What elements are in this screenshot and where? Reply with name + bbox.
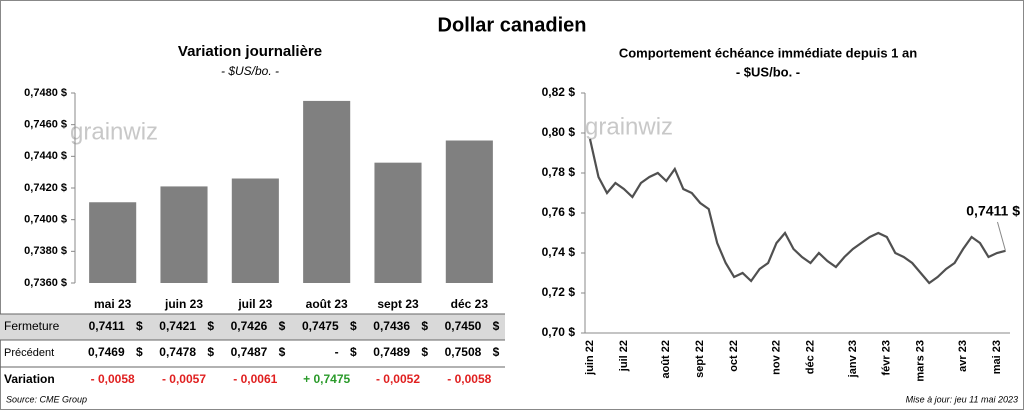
x-tick-label: févr 23 xyxy=(881,340,893,375)
row-label: Précédent xyxy=(4,347,54,359)
x-tick-label: août 22 xyxy=(660,340,672,379)
cell-unit: $ xyxy=(421,345,428,359)
cell-unit: $ xyxy=(279,319,286,333)
cell-unit: $ xyxy=(207,345,214,359)
cell-value: 0,7450 xyxy=(445,319,482,333)
y-tick-label: 0,7400 $ xyxy=(24,214,67,226)
series-line xyxy=(588,138,1006,285)
x-tick-label: août 23 xyxy=(306,297,348,311)
cell-value: - 0,0052 xyxy=(376,372,420,386)
cell-value: 0,7489 xyxy=(373,345,410,359)
x-tick-label: juil 23 xyxy=(237,297,272,311)
x-tick-label: nov 22 xyxy=(770,340,782,375)
x-tick-label: janv 23 xyxy=(847,340,859,378)
cell-unit: $ xyxy=(493,345,500,359)
cell-value: 0,7478 xyxy=(159,345,196,359)
cell-value: 0,7469 xyxy=(88,345,125,359)
bar-title: Variation journalière xyxy=(178,43,322,60)
cell-value: 0,7426 xyxy=(231,319,268,333)
cell-value: 0,7421 xyxy=(159,319,196,333)
cell-unit: $ xyxy=(279,345,286,359)
y-tick-label: 0,74 $ xyxy=(542,245,576,259)
cell-value: + 0,7475 xyxy=(303,372,350,386)
y-tick-label: 0,7420 $ xyxy=(24,182,67,194)
bar xyxy=(445,140,493,283)
row-label: Fermeture xyxy=(4,319,60,333)
x-tick-label: mai 23 xyxy=(94,297,132,311)
cell-unit: $ xyxy=(136,319,143,333)
cell-unit: $ xyxy=(350,345,357,359)
y-tick-label: 0,7360 $ xyxy=(24,277,67,289)
annotation: 0,7411 $ xyxy=(966,203,1020,219)
y-tick-label: 0,72 $ xyxy=(542,285,576,299)
bar-subtitle: - $US/bo. - xyxy=(221,64,279,78)
cell-unit: $ xyxy=(493,319,500,333)
x-tick-label: mai 23 xyxy=(991,340,1003,374)
watermark: grainwiz xyxy=(70,118,158,145)
line-title: Comportement échéance immédiate depuis 1… xyxy=(619,45,917,60)
cell-value: 0,7436 xyxy=(373,319,410,333)
x-tick-label: sept 23 xyxy=(377,297,419,311)
bar xyxy=(89,202,137,283)
cell-value: 0,7487 xyxy=(231,345,268,359)
cell-unit: $ xyxy=(207,319,214,333)
cell-value: 0,7508 xyxy=(445,345,482,359)
y-tick-label: 0,7440 $ xyxy=(24,150,67,162)
x-tick-label: juin 23 xyxy=(164,297,203,311)
x-tick-label: déc 22 xyxy=(804,340,816,374)
bar xyxy=(374,162,422,283)
cell-value: 0,7411 xyxy=(89,319,125,333)
y-tick-label: 0,82 $ xyxy=(542,85,576,99)
y-tick-label: 0,78 $ xyxy=(542,165,576,179)
cell-unit: $ xyxy=(136,345,143,359)
bar xyxy=(231,178,279,283)
y-tick-label: 0,7480 $ xyxy=(24,87,67,99)
line-subtitle: - $US/bo. - xyxy=(736,64,800,79)
row-label: Variation xyxy=(4,372,55,386)
y-tick-label: 0,76 $ xyxy=(542,205,576,219)
cell-value: - 0,0058 xyxy=(91,372,135,386)
page-title: Dollar canadien xyxy=(438,14,587,36)
x-tick-label: avr 23 xyxy=(957,340,969,372)
cell-value: - 0,0061 xyxy=(233,372,277,386)
cell-value: - 0,0058 xyxy=(447,372,491,386)
source: Source: CME Group xyxy=(6,394,87,404)
y-tick-label: 0,80 $ xyxy=(542,125,576,139)
x-tick-label: juil 22 xyxy=(618,340,630,372)
cell-unit: $ xyxy=(421,319,428,333)
x-tick-label: juin 22 xyxy=(584,340,596,376)
row-band xyxy=(0,314,505,340)
y-tick-label: 0,70 $ xyxy=(542,325,576,339)
bar xyxy=(303,100,351,284)
cell-value: - 0,0057 xyxy=(162,372,206,386)
updated: Mise à jour: jeu 11 mai 2023 xyxy=(906,394,1018,404)
cell-value: - xyxy=(335,345,339,359)
bar xyxy=(160,186,208,283)
x-tick-label: déc 23 xyxy=(451,297,489,311)
x-tick-label: mars 23 xyxy=(915,340,927,382)
annotation-leader xyxy=(996,221,1006,251)
y-tick-label: 0,7460 $ xyxy=(24,119,67,131)
x-tick-label: sept 22 xyxy=(694,340,706,378)
cell-value: 0,7475 xyxy=(302,319,339,333)
watermark: grainwiz xyxy=(585,113,673,140)
y-tick-label: 0,7380 $ xyxy=(24,245,67,257)
x-tick-label: oct 22 xyxy=(728,340,740,372)
cell-unit: $ xyxy=(350,319,357,333)
